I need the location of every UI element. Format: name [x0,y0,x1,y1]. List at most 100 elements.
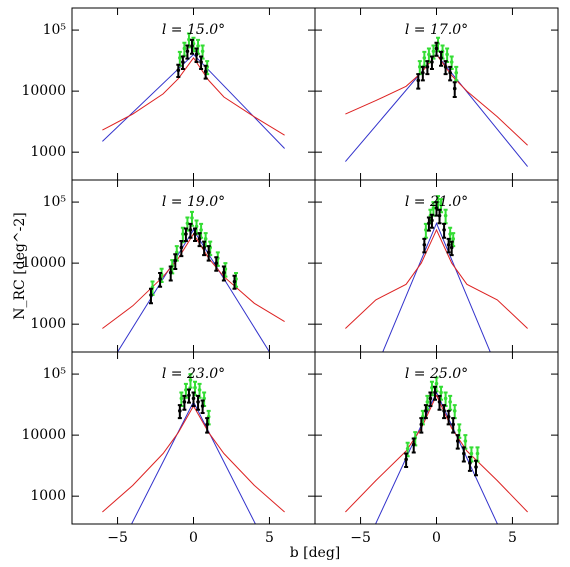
data-point [188,228,193,232]
data-point [202,396,206,401]
data-point [178,56,182,60]
data-point [185,221,190,226]
data-point [193,385,197,390]
data-point [448,232,452,236]
panel-title: l = 21.0° [405,194,468,210]
data-point [443,65,448,69]
x-tick-label: −5 [350,530,371,546]
panel-title: l = 25.0° [405,366,468,382]
data-point [187,393,191,398]
data-point [451,237,456,241]
data-point [419,422,424,427]
data-point [182,400,187,404]
data-point [417,65,422,69]
data-point [188,378,193,382]
data-point [427,221,431,226]
panel: −5 0 5 l = 25.0° [314,351,559,546]
data-point [178,409,182,413]
data-point [449,60,454,64]
plot-area [102,210,285,352]
panel-title: l = 19.0° [162,194,225,210]
data-point [452,86,457,91]
data-point [424,409,428,413]
data-point [194,224,199,229]
data-point [449,245,454,250]
data-point [454,70,459,75]
data-point [184,388,188,392]
data-point [434,46,439,51]
data-point [430,385,434,390]
data-point [455,439,460,443]
data-point [437,400,442,404]
data-point [404,457,408,462]
plot-area [102,373,285,524]
x-tick-label: 0 [189,530,198,546]
data-point [181,232,185,236]
data-point [199,60,203,64]
data-point [184,232,188,236]
model-curve [102,404,285,513]
model-curve [345,53,528,167]
data-point [446,414,451,419]
panel: l = 21.0° [314,179,559,353]
data-point [431,49,436,54]
data-point [434,381,439,386]
model-curve [102,53,285,149]
data-point [197,237,202,241]
panel: 1000 10000 10⁵ l = 19.0° [21,179,316,353]
data-point [439,56,443,60]
data-point [149,293,153,297]
data-point [232,279,237,284]
data-point [179,245,184,250]
y-tick-label: 10000 [21,427,66,443]
data-point [179,396,184,401]
data-point [434,206,439,210]
y-tick-label: 1000 [30,316,66,332]
data-point [451,422,456,427]
x-tick-label: 5 [508,530,517,546]
data-point [443,213,448,218]
x-tick-label: −5 [107,530,128,546]
data-point [222,270,226,275]
y-tick-label: 1000 [30,488,66,504]
y-tick-label: 10⁵ [43,194,67,210]
data-point [430,60,434,64]
y-tick-label: 10000 [21,83,66,99]
data-point [199,228,203,232]
data-point [424,228,428,232]
data-point [200,404,205,408]
model-curve [345,228,528,329]
data-point [452,409,457,413]
x-tick-label: 0 [432,530,441,546]
data-point [405,446,410,451]
y-tick-label: 10⁵ [43,22,67,38]
y-tick-label: 1000 [30,144,66,160]
data-point [422,56,427,60]
data-point [202,245,206,250]
data-point [191,396,196,401]
data-point [197,388,202,392]
x-tick-label: 5 [265,530,274,546]
data-point [433,390,437,395]
panel-title: l = 15.0° [162,22,225,38]
data-point [446,242,451,247]
data-point [203,69,208,74]
data-point [205,422,209,427]
data-point [475,451,480,456]
data-point [168,270,173,275]
data-point [439,203,443,207]
data-point [425,65,430,69]
data-point [206,250,211,255]
data-point [190,216,194,220]
panel: l = 17.0° [314,7,559,181]
plot-area [102,32,285,149]
model-curve [345,53,528,146]
model-curve [382,222,491,352]
data-point [431,206,436,210]
data-point [443,396,448,401]
data-point [442,228,446,232]
plot-area [345,195,528,352]
plot-area [345,36,528,167]
data-point [196,44,200,48]
data-point [411,442,416,447]
